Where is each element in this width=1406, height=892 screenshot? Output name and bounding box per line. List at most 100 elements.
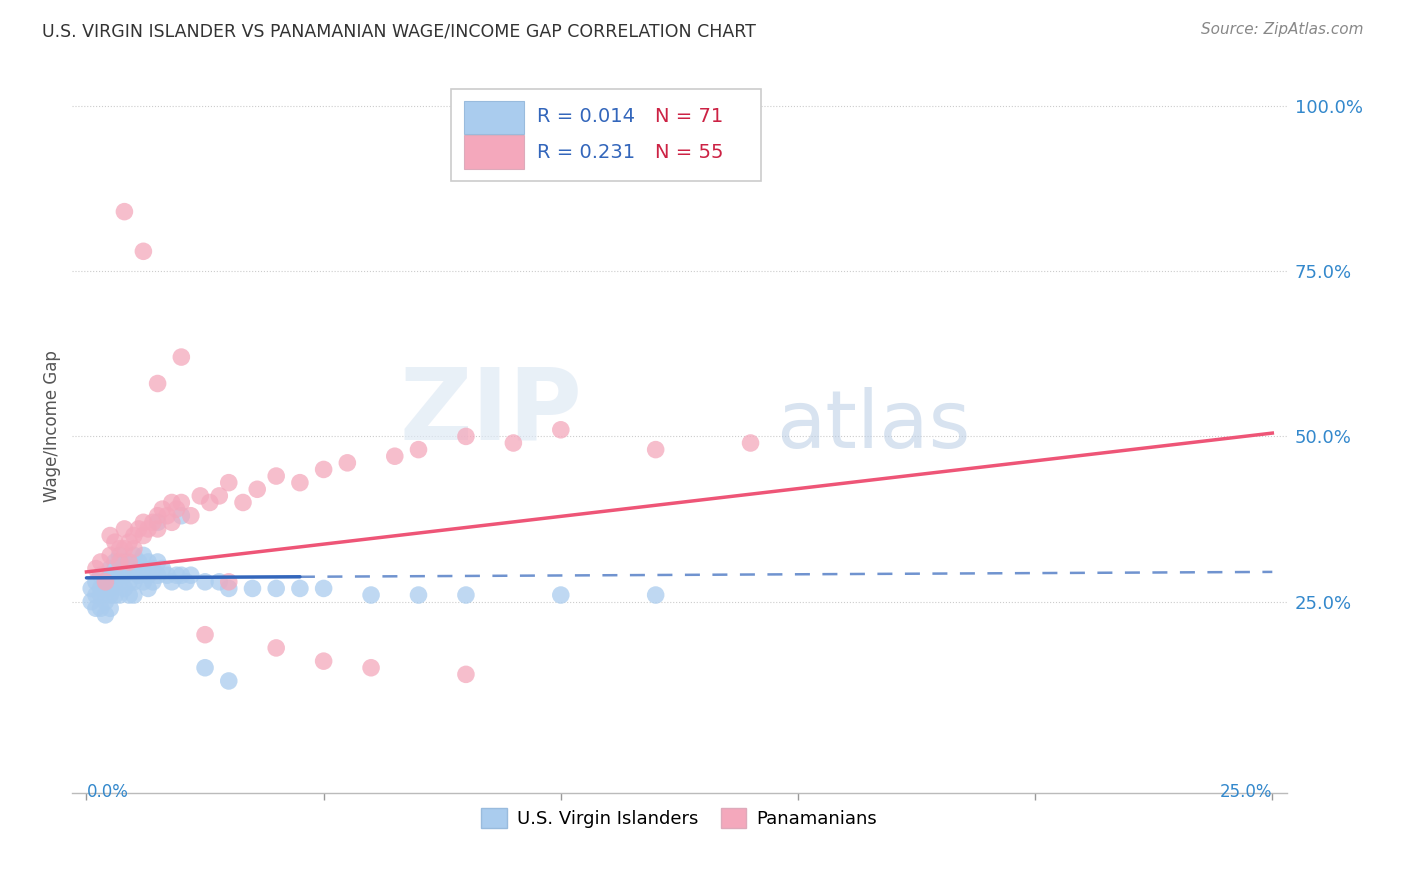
Text: N = 55: N = 55 xyxy=(655,143,724,161)
Point xyxy=(104,568,127,582)
Point xyxy=(108,588,131,602)
Point xyxy=(128,555,150,569)
Point xyxy=(90,582,112,596)
Point xyxy=(118,588,141,602)
Point xyxy=(118,535,141,549)
Point xyxy=(218,582,240,596)
Point xyxy=(360,661,382,675)
Point xyxy=(98,528,121,542)
Point xyxy=(94,574,117,589)
Point xyxy=(288,582,311,596)
Point xyxy=(170,568,193,582)
Point xyxy=(108,561,131,575)
Point xyxy=(94,574,117,589)
Point xyxy=(194,661,217,675)
Point xyxy=(454,588,477,602)
Point xyxy=(550,588,572,602)
Point xyxy=(146,516,169,530)
Point xyxy=(136,555,159,569)
Point xyxy=(312,654,335,668)
Point xyxy=(264,582,287,596)
Point xyxy=(132,516,155,530)
Point xyxy=(132,561,155,575)
Point xyxy=(142,574,165,589)
Point xyxy=(156,568,179,582)
Y-axis label: Wage/Income Gap: Wage/Income Gap xyxy=(44,351,60,502)
Point xyxy=(264,469,287,483)
Point xyxy=(644,442,666,457)
Point xyxy=(132,528,155,542)
Point xyxy=(112,568,135,582)
Point xyxy=(112,582,135,596)
Point xyxy=(128,568,150,582)
Point xyxy=(90,601,112,615)
Point xyxy=(108,541,131,556)
Point xyxy=(112,555,135,569)
Point xyxy=(454,429,477,443)
Point xyxy=(132,244,155,259)
Point xyxy=(264,640,287,655)
Point xyxy=(150,502,173,516)
Point xyxy=(502,436,524,450)
Point xyxy=(156,508,179,523)
Point xyxy=(142,561,165,575)
Point xyxy=(644,588,666,602)
Point xyxy=(160,574,183,589)
Text: R = 0.014: R = 0.014 xyxy=(537,107,636,127)
FancyBboxPatch shape xyxy=(464,101,524,135)
Point xyxy=(90,588,112,602)
Point xyxy=(112,541,135,556)
Text: N = 71: N = 71 xyxy=(655,107,723,127)
Text: 25.0%: 25.0% xyxy=(1220,783,1272,802)
Point xyxy=(208,574,231,589)
Point xyxy=(122,574,145,589)
FancyBboxPatch shape xyxy=(464,136,524,169)
Point xyxy=(122,588,145,602)
Point xyxy=(136,522,159,536)
Point xyxy=(112,522,135,536)
Point xyxy=(146,568,169,582)
Point xyxy=(118,561,141,575)
Point xyxy=(98,561,121,575)
Point xyxy=(188,489,211,503)
Point xyxy=(232,495,254,509)
Point xyxy=(104,555,127,569)
Text: U.S. VIRGIN ISLANDER VS PANAMANIAN WAGE/INCOME GAP CORRELATION CHART: U.S. VIRGIN ISLANDER VS PANAMANIAN WAGE/… xyxy=(42,22,756,40)
Point xyxy=(94,582,117,596)
Point xyxy=(146,522,169,536)
Point xyxy=(312,462,335,476)
Point xyxy=(84,601,107,615)
Point xyxy=(98,549,121,563)
Point xyxy=(128,522,150,536)
Point xyxy=(122,561,145,575)
Point xyxy=(90,568,112,582)
Point xyxy=(180,568,202,582)
Point xyxy=(98,601,121,615)
Point xyxy=(336,456,359,470)
Point xyxy=(740,436,762,450)
Point xyxy=(550,423,572,437)
Point xyxy=(360,588,382,602)
Point xyxy=(108,555,131,569)
Point xyxy=(104,574,127,589)
Point xyxy=(104,535,127,549)
Point xyxy=(108,574,131,589)
Point xyxy=(94,607,117,622)
Point xyxy=(118,574,141,589)
Point xyxy=(122,549,145,563)
Point xyxy=(454,667,477,681)
Point xyxy=(136,568,159,582)
Text: atlas: atlas xyxy=(776,387,972,466)
Text: Source: ZipAtlas.com: Source: ZipAtlas.com xyxy=(1201,22,1364,37)
Text: R = 0.231: R = 0.231 xyxy=(537,143,636,161)
Point xyxy=(84,561,107,575)
Point xyxy=(170,495,193,509)
Point xyxy=(150,561,173,575)
Point xyxy=(160,516,183,530)
Point xyxy=(408,588,430,602)
Point xyxy=(112,204,135,219)
Point xyxy=(132,549,155,563)
Point xyxy=(312,582,335,596)
FancyBboxPatch shape xyxy=(451,89,761,181)
Point xyxy=(94,594,117,608)
